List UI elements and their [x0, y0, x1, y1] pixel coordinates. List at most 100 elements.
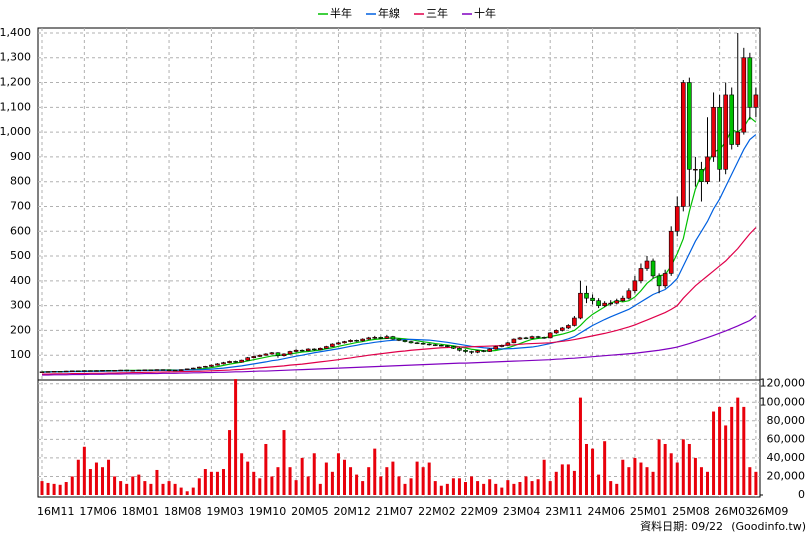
candle-body: [257, 354, 263, 357]
candle-body: [106, 370, 111, 372]
legend-label: 半年: [330, 6, 352, 20]
volume-bar: [101, 467, 104, 495]
y-tick-label: 500: [10, 249, 31, 262]
candle-body: [644, 260, 650, 269]
candle-body: [511, 338, 517, 344]
candle-body: [529, 336, 535, 339]
candle-body: [602, 302, 607, 306]
volume-bar: [536, 479, 540, 495]
y-tick-label: 400: [10, 274, 31, 287]
y-tick-label: 300: [10, 299, 31, 312]
candle-body: [299, 349, 305, 352]
x-tick-label: 26M03: [715, 505, 753, 518]
volume-bar: [645, 467, 649, 495]
volume-bar: [76, 459, 80, 495]
volume-bar: [246, 461, 250, 495]
candle-body: [197, 366, 202, 369]
volume-bar: [367, 467, 371, 495]
x-tick-label: 22M02: [418, 505, 456, 518]
volume-bar: [330, 471, 334, 495]
volume-bar: [627, 467, 631, 495]
volume-bar: [482, 483, 486, 495]
candle-body: [457, 347, 462, 351]
candle-body: [662, 273, 668, 287]
candle-body: [590, 297, 595, 301]
candle-body: [100, 370, 105, 372]
volume-bar: [657, 439, 661, 495]
candle-body: [281, 353, 287, 357]
candle-body: [687, 82, 692, 170]
volume-bar: [470, 476, 474, 495]
volume-bar: [215, 471, 219, 495]
volume-bar: [312, 453, 316, 495]
candle-body: [94, 370, 99, 372]
volume-bar: [40, 481, 44, 495]
candle-body: [632, 280, 638, 292]
volume-bar: [518, 482, 522, 495]
line-series: [42, 227, 757, 375]
volume-bar: [318, 483, 322, 495]
volume-bar: [264, 443, 268, 495]
candle-body: [572, 317, 577, 326]
y2-tick-label: 60,000: [767, 432, 806, 445]
volume-bar: [554, 471, 558, 495]
x-tick-label: 17M06: [79, 505, 117, 518]
x-tick-label: 18M01: [122, 505, 160, 518]
volume-bar: [355, 474, 359, 495]
volume-bar: [209, 471, 213, 495]
candle-body: [324, 346, 329, 349]
candle-body: [130, 370, 136, 372]
volume-bar: [451, 478, 455, 495]
volume-bar: [385, 467, 389, 495]
candle-body: [342, 341, 347, 344]
y2-tick-label: 40,000: [767, 451, 806, 464]
candle-body: [566, 325, 571, 329]
x-tick-label: 23M11: [545, 505, 583, 518]
volume-bar: [64, 482, 68, 495]
candle-body: [584, 292, 589, 299]
candle-body: [360, 338, 365, 342]
candle-body: [426, 343, 432, 346]
volume-bar: [633, 457, 637, 495]
volume-bar: [143, 481, 147, 495]
candle-body: [445, 345, 450, 347]
candle-body: [251, 356, 257, 358]
y2-tick-label: 0: [798, 488, 805, 501]
candle-body: [354, 340, 359, 342]
volume-bar: [197, 478, 201, 495]
volume-bar: [457, 478, 461, 495]
candle-body: [578, 292, 583, 319]
volume-bar: [185, 491, 189, 495]
candle-body: [650, 260, 656, 277]
candle-body: [614, 300, 620, 304]
volume-bar: [639, 462, 643, 495]
volume-bar: [58, 484, 62, 495]
candle-body: [626, 290, 632, 299]
volume-bar: [161, 483, 165, 495]
candle-body: [45, 371, 51, 373]
candle-body: [729, 94, 735, 145]
candle-body: [463, 349, 468, 352]
volume-bar: [560, 464, 564, 495]
volume-bar: [52, 483, 56, 495]
volume-bar: [754, 471, 758, 495]
volume-bar: [276, 467, 280, 495]
candle-body: [711, 107, 716, 158]
volume-bar: [119, 481, 123, 495]
volume-bar: [681, 439, 685, 495]
volume-bar: [530, 481, 534, 495]
volume-bar: [566, 464, 570, 495]
volume-bar: [724, 425, 728, 495]
candle-body: [233, 361, 238, 363]
candle-body: [57, 371, 63, 373]
volume-bar: [252, 471, 256, 495]
volume-bar: [288, 467, 292, 495]
candle-body: [154, 369, 160, 371]
candle-body: [215, 363, 220, 366]
candle-body: [420, 343, 426, 345]
volume-bar: [597, 474, 601, 495]
legend-label: 十年: [474, 6, 496, 20]
candle-body: [184, 368, 190, 370]
volume-bar: [70, 476, 74, 495]
